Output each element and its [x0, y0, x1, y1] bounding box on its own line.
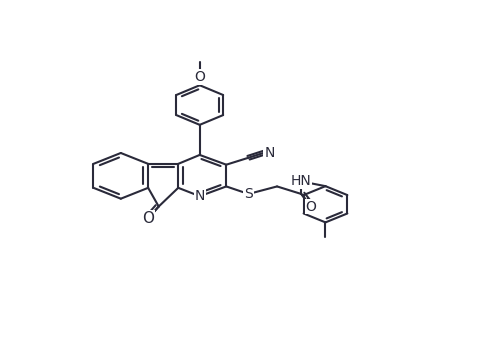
Text: HN: HN: [291, 174, 311, 188]
Text: S: S: [244, 187, 253, 201]
Text: N: N: [195, 189, 205, 203]
Text: O: O: [142, 211, 154, 226]
Text: N: N: [264, 146, 275, 160]
Text: O: O: [194, 70, 205, 84]
Text: O: O: [305, 199, 317, 214]
